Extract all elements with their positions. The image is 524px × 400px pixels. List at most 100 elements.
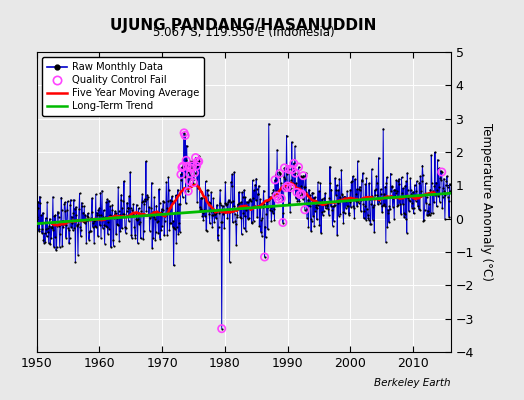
Point [191, 154, 200, 161]
Point [105, 197, 113, 204]
Point [200, 193, 209, 200]
Point [113, 215, 122, 222]
Point [129, 212, 137, 218]
Point [378, 209, 386, 216]
Point [430, 183, 439, 190]
Point [57, 194, 66, 201]
Point [328, 207, 336, 213]
Point [311, 207, 320, 214]
Point [243, 198, 251, 205]
Point [445, 214, 453, 220]
Text: Berkeley Earth: Berkeley Earth [374, 378, 451, 388]
Point [86, 228, 95, 235]
Point [235, 199, 244, 206]
Point [431, 149, 439, 155]
Point [265, 196, 274, 203]
Point [368, 216, 377, 223]
Point [419, 171, 427, 178]
Point [286, 209, 294, 215]
Point [199, 216, 208, 223]
Point [184, 173, 193, 180]
Point [220, 209, 228, 215]
Point [435, 184, 443, 191]
Point [237, 199, 245, 205]
Point [192, 163, 201, 169]
Point [355, 186, 363, 192]
Point [210, 219, 219, 225]
Point [354, 200, 363, 206]
Point [97, 212, 106, 218]
Point [170, 210, 179, 216]
Point [276, 170, 285, 176]
Point [137, 198, 146, 205]
Point [234, 201, 242, 208]
Point [392, 188, 401, 194]
Point [438, 169, 446, 175]
Point [258, 215, 267, 221]
Point [309, 190, 317, 196]
Point [301, 206, 309, 213]
Point [364, 217, 373, 223]
Point [430, 199, 438, 206]
Point [80, 203, 89, 210]
Point [403, 170, 411, 176]
Point [328, 186, 336, 193]
Point [106, 212, 114, 218]
Point [336, 210, 345, 217]
Point [322, 199, 331, 206]
Point [196, 206, 204, 213]
Point [288, 166, 297, 173]
Point [326, 163, 334, 170]
Point [287, 184, 295, 191]
Point [189, 180, 198, 186]
Point [274, 187, 282, 194]
Point [372, 186, 380, 192]
Point [198, 194, 206, 201]
Point [333, 232, 342, 238]
Point [226, 199, 235, 205]
Point [202, 226, 210, 233]
Point [167, 198, 176, 204]
Point [298, 191, 306, 197]
Point [305, 186, 313, 193]
Point [173, 186, 182, 193]
Point [240, 187, 248, 193]
Point [192, 162, 200, 168]
Point [407, 191, 416, 198]
Point [276, 170, 284, 177]
Point [60, 221, 68, 227]
Point [124, 205, 132, 212]
Point [298, 174, 307, 180]
Point [327, 203, 335, 209]
Point [141, 158, 150, 165]
Point [390, 216, 398, 222]
Point [255, 183, 263, 189]
Point [358, 178, 366, 184]
Point [166, 197, 174, 204]
Point [283, 171, 291, 177]
Point [67, 224, 75, 230]
Point [269, 186, 278, 193]
Point [290, 186, 299, 192]
Point [93, 210, 101, 216]
Point [340, 219, 348, 226]
Point [148, 244, 156, 251]
Point [316, 199, 324, 205]
Point [257, 229, 265, 235]
Point [350, 205, 358, 211]
Point [193, 158, 202, 164]
Point [280, 165, 289, 171]
Point [443, 183, 452, 190]
Point [300, 184, 309, 190]
Point [50, 244, 58, 250]
Point [159, 198, 168, 205]
Point [101, 214, 110, 221]
Point [425, 212, 434, 219]
Point [215, 199, 224, 206]
Point [412, 178, 421, 184]
Point [277, 195, 286, 202]
Point [310, 223, 319, 230]
Point [324, 200, 333, 206]
Point [239, 225, 248, 231]
Point [81, 220, 89, 226]
